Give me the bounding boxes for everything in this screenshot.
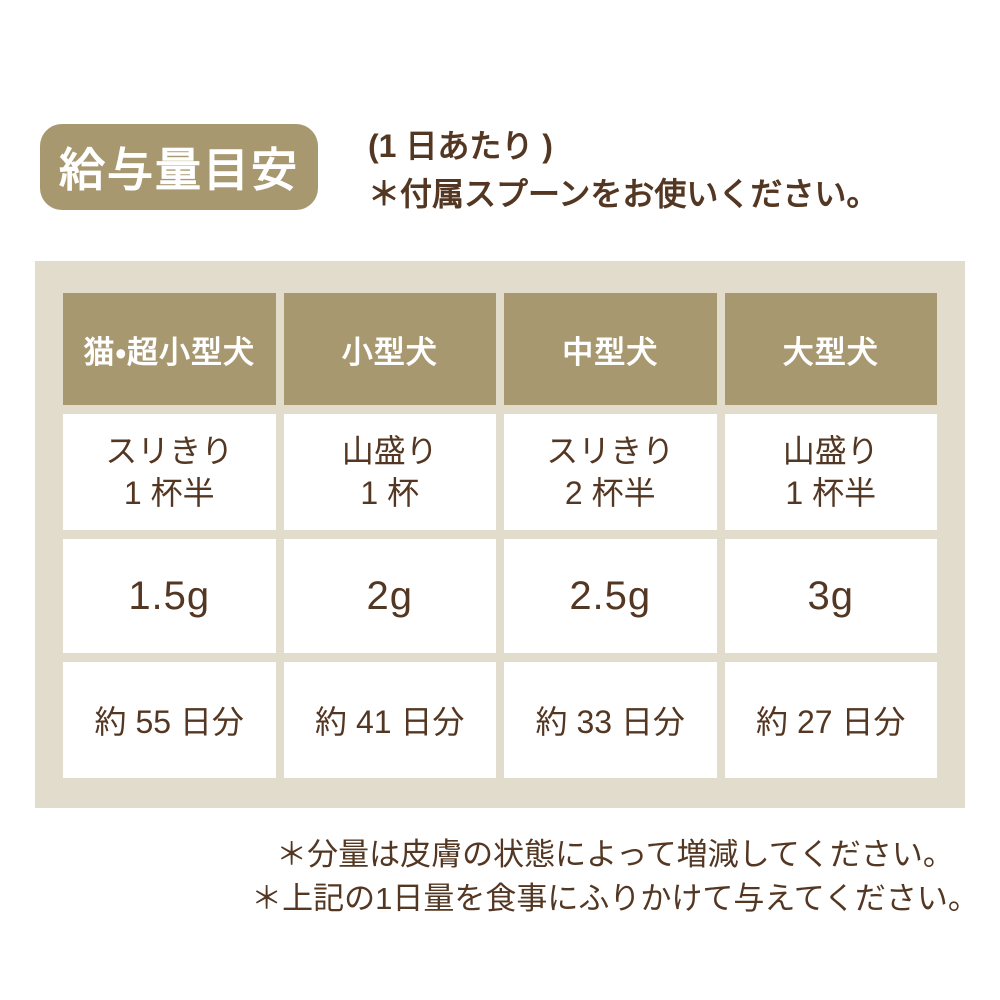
days-supply-cell: 約 55 日分 [63,662,276,778]
spoon-count: 1 杯半 [785,475,877,511]
per-day-label: (1 日あたり ) [368,128,553,164]
grams-cell: 2g [283,539,496,653]
usage-notes: ＊分量は皮膚の状態によって増減してください。 ＊上記の1日量を食事にふりかけて与… [250,833,980,921]
spoon-instruction: ＊付属スプーンをお使いください。 [368,176,879,212]
usage-note-adjust: ＊分量は皮膚の状態によって増減してください。 [276,837,954,872]
header-cell-small-dog: 小型犬 [283,293,496,405]
header-cell-cat-toy-dog: 猫・超小型犬 [63,293,276,405]
grams-cell: 2.5g [504,539,717,653]
days-supply-cell: 約 33 日分 [504,662,717,778]
intro-notes: (1 日あたり ) ＊付属スプーンをお使いください。 [368,122,878,218]
spoon-type: スリきり [105,433,234,469]
grams-cell: 1.5g [63,539,276,653]
spoon-count: 1 杯 [360,475,420,511]
spoon-amount-cell: 山盛り 1 杯 [283,414,496,530]
grams-cell: 3g [724,539,937,653]
usage-note-sprinkle: ＊上記の1日量を食事にふりかけて与えてください。 [251,881,979,916]
spoon-type: 山盛り [782,433,879,469]
spoon-amount-cell: スリきり 1 杯半 [63,414,276,530]
spoon-type: 山盛り [341,433,438,469]
header-cell-large-dog: 大型犬 [724,293,937,405]
spoon-amount-cell: 山盛り 1 杯半 [724,414,937,530]
feeding-guide-badge: 給与量目安 [40,124,318,210]
spoon-count: 1 杯半 [123,475,215,511]
days-supply-cell: 約 41 日分 [283,662,496,778]
days-supply-cell: 約 27 日分 [724,662,937,778]
dosage-table-panel: 猫・超小型犬 小型犬 中型犬 大型犬 スリきり 1 杯半 山盛り 1 杯 スリき… [35,261,965,808]
dosage-table: 猫・超小型犬 小型犬 中型犬 大型犬 スリきり 1 杯半 山盛り 1 杯 スリき… [63,293,937,778]
spoon-count: 2 杯半 [564,475,656,511]
header-cell-medium-dog: 中型犬 [504,293,717,405]
spoon-amount-cell: スリきり 2 杯半 [504,414,717,530]
badge-label: 給与量目安 [59,144,299,196]
spoon-type: スリきり [546,433,675,469]
